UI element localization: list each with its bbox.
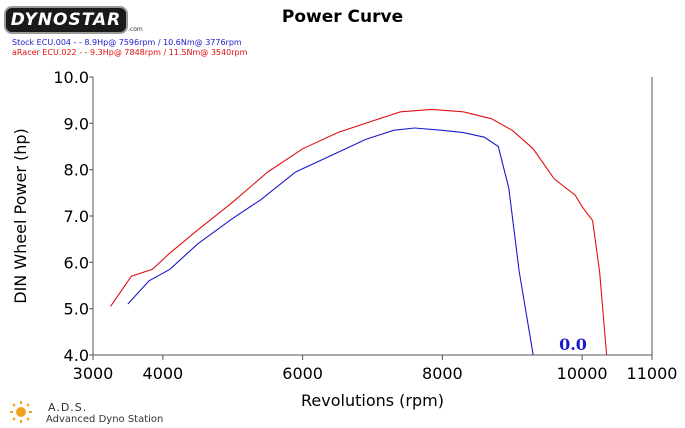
- x-tick-label: 3000: [73, 364, 114, 383]
- logo-brand-text: DYNOSTAR: [10, 10, 122, 30]
- dynostar-logo: DYNOSTAR: [4, 6, 128, 34]
- sun-logo-icon: [10, 401, 32, 423]
- chart-title: Power Curve: [281, 7, 404, 27]
- series-line-stock: [127, 127, 534, 356]
- x-tick-label: 8000: [422, 364, 463, 383]
- readout-value: 0.0: [559, 335, 587, 354]
- x-tick-label: 11000: [627, 364, 678, 383]
- y-tick-label: 10.0: [53, 68, 89, 87]
- chart-legend: Stock ECU.004 - - 8.9Hp@ 7596rpm / 10.6N…: [12, 38, 247, 58]
- y-tick-label: 8.0: [64, 161, 89, 180]
- series-line-aracer: [110, 108, 608, 356]
- x-axis-label: Revolutions (rpm): [301, 391, 444, 410]
- x-tick-label: 10000: [557, 364, 608, 383]
- y-tick-label: 9.0: [64, 114, 89, 133]
- y-axis-label: DIN Wheel Power (hp): [11, 128, 30, 304]
- y-tick-label: 5.0: [64, 300, 89, 319]
- legend-entry-aracer: aRacer ECU.022 - - 9.3Hp@ 7848rpm / 11.5…: [12, 48, 248, 57]
- footer-brand: A.D.S.: [48, 401, 88, 414]
- y-tick-label: 7.0: [64, 207, 89, 226]
- y-tick-label: 6.0: [64, 253, 89, 272]
- footer-subtitle: Advanced Dyno Station: [46, 414, 164, 425]
- legend-entry-stock: Stock ECU.004 - - 8.9Hp@ 7596rpm / 10.6N…: [12, 38, 242, 47]
- x-tick-label: 6000: [282, 364, 323, 383]
- y-tick-label: 4.0: [64, 346, 89, 365]
- x-tick-label: 4000: [143, 364, 184, 383]
- logo-suffix: .com: [128, 26, 143, 33]
